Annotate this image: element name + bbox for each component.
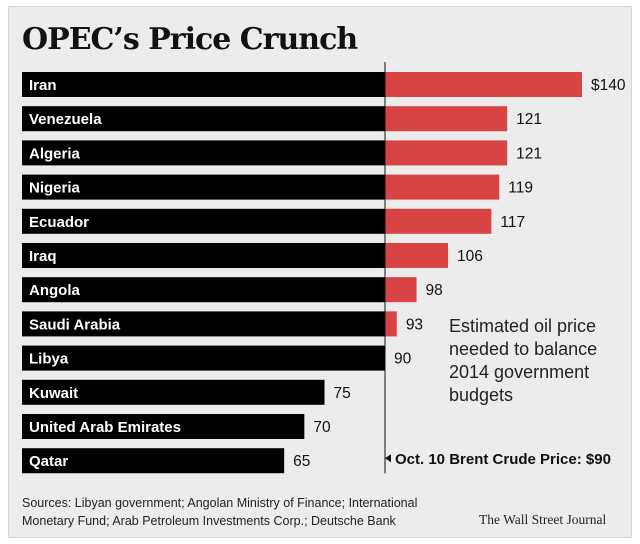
bar-base (22, 106, 385, 132)
bar-base (22, 243, 385, 268)
bar-excess (385, 311, 397, 337)
bar-base (22, 277, 385, 303)
value-label: 106 (457, 248, 483, 265)
category-label: Kuwait (29, 385, 78, 402)
bar-excess (385, 243, 449, 268)
category-label: United Arab Emirates (29, 419, 181, 436)
reference-label: Oct. 10 Brent Crude Price: $90 (395, 451, 611, 468)
bar-base (22, 208, 385, 234)
annotation-line: 2014 government (449, 362, 589, 382)
value-label: 119 (508, 180, 533, 197)
bar-base (22, 345, 385, 371)
value-label: 117 (500, 214, 525, 231)
category-label: Nigeria (29, 180, 81, 197)
annotation-line: Estimated oil price (449, 316, 596, 336)
bar-base (22, 140, 385, 166)
category-label: Iran (29, 77, 57, 94)
category-label: Angola (29, 282, 80, 299)
value-label: 121 (516, 145, 542, 162)
category-label: Libya (29, 351, 69, 368)
value-label: 75 (334, 385, 351, 402)
value-label: 65 (293, 453, 310, 470)
bar-excess (385, 72, 582, 97)
annotation-line: needed to balance (449, 339, 597, 359)
bar-excess (385, 208, 492, 234)
bar-excess (385, 174, 500, 200)
reference-marker (385, 454, 391, 463)
value-label: 93 (406, 316, 423, 333)
value-label: $140 (591, 77, 626, 94)
category-label: Venezuela (29, 111, 102, 128)
annotation-line: budgets (449, 385, 513, 405)
bar-base (22, 72, 385, 97)
category-label: Algeria (29, 145, 81, 162)
value-label: 98 (426, 282, 443, 299)
bar-excess (385, 106, 508, 132)
bar-base (22, 174, 385, 200)
value-label: 70 (313, 419, 331, 436)
bar-base (22, 414, 305, 439)
bar-base (22, 379, 325, 405)
bar-base (22, 311, 385, 337)
value-label: 90 (394, 351, 412, 368)
category-label: Qatar (29, 453, 68, 470)
publisher-credit: The Wall Street Journal (479, 512, 607, 527)
sources-note: Sources: Libyan government; Angolan Mini… (22, 496, 418, 528)
bar-excess (385, 277, 417, 303)
category-label: Iraq (29, 248, 57, 265)
value-label: 121 (516, 111, 542, 128)
chart-title: OPEC’s Price Crunch (22, 22, 358, 57)
bar-excess (385, 140, 508, 166)
bar-base (22, 448, 285, 474)
category-label: Ecuador (29, 214, 89, 231)
category-label: Saudi Arabia (29, 316, 121, 333)
